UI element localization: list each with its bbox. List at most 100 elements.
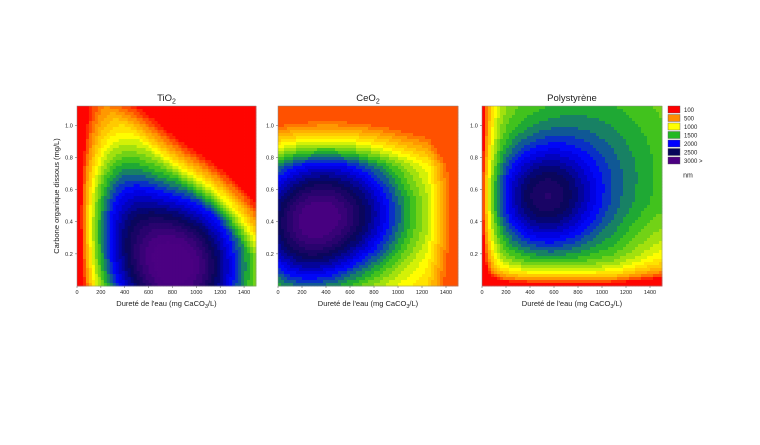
heatmap-cell (119, 250, 122, 253)
heatmap-cell (80, 265, 83, 268)
heatmap-cell (158, 217, 161, 220)
heatmap-cell (235, 121, 238, 124)
heatmap-cell (92, 214, 95, 217)
heatmap-cell (323, 253, 326, 256)
heatmap-cell (77, 109, 80, 112)
heatmap-cell (344, 139, 347, 142)
heatmap-cell (86, 208, 89, 211)
heatmap-cell (217, 214, 220, 217)
heatmap-cell (211, 193, 214, 196)
heatmap-cell (232, 166, 235, 169)
heatmap-cell (311, 274, 314, 277)
heatmap-cell (122, 187, 125, 190)
heatmap-cell (326, 277, 329, 280)
heatmap-cell (184, 205, 187, 208)
heatmap-cell (110, 175, 113, 178)
heatmap-cell (344, 151, 347, 154)
heatmap-cell (104, 226, 107, 229)
heatmap-cell (208, 163, 211, 166)
heatmap-cell (190, 232, 193, 235)
heatmap-cell (119, 181, 122, 184)
heatmap-cell (329, 187, 332, 190)
heatmap-cell (98, 178, 101, 181)
heatmap-cell (143, 259, 146, 262)
heatmap-cell (244, 214, 247, 217)
heatmap-cell (217, 136, 220, 139)
heatmap-cell (175, 265, 178, 268)
heatmap-cell (329, 130, 332, 133)
heatmap-cell (299, 253, 302, 256)
heatmap-cell (158, 163, 161, 166)
heatmap-cell (223, 196, 226, 199)
heatmap-cell (344, 172, 347, 175)
heatmap-cell (314, 148, 317, 151)
heatmap-cell (199, 106, 202, 109)
heatmap-cell (98, 115, 101, 118)
heatmap-cell (211, 184, 214, 187)
heatmap-cell (311, 181, 314, 184)
heatmap-cell (107, 151, 110, 154)
heatmap-cell (211, 178, 214, 181)
heatmap-cell (202, 211, 205, 214)
heatmap-cell (293, 217, 296, 220)
heatmap-cell (317, 124, 320, 127)
heatmap-cell (199, 268, 202, 271)
heatmap-cell (131, 274, 134, 277)
heatmap-cell (223, 244, 226, 247)
heatmap-cell (193, 214, 196, 217)
heatmap-cell (332, 256, 335, 259)
heatmap-cell (199, 166, 202, 169)
heatmap-cell (146, 127, 149, 130)
heatmap-cell (190, 253, 193, 256)
heatmap-cell (217, 277, 220, 280)
heatmap-cell (293, 223, 296, 226)
heatmap-cell (250, 109, 253, 112)
heatmap-cell (113, 274, 116, 277)
heatmap-cell (317, 235, 320, 238)
heatmap-cell (278, 262, 281, 265)
heatmap-cell (326, 145, 329, 148)
heatmap-cell (83, 205, 86, 208)
heatmap-cell (125, 187, 128, 190)
heatmap-cell (158, 229, 161, 232)
heatmap-cell (208, 265, 211, 268)
heatmap-cell (199, 208, 202, 211)
heatmap-cell (125, 196, 128, 199)
heatmap-cell (220, 106, 223, 109)
heatmap-cell (244, 157, 247, 160)
heatmap-cell (184, 274, 187, 277)
heatmap-cell (196, 202, 199, 205)
heatmap-cell (278, 175, 281, 178)
heatmap-cell (214, 262, 217, 265)
heatmap-cell (175, 277, 178, 280)
heatmap-cell (335, 181, 338, 184)
heatmap-cell (104, 223, 107, 226)
heatmap-cell (211, 112, 214, 115)
heatmap-cell (196, 259, 199, 262)
heatmap-cell (83, 214, 86, 217)
heatmap-cell (214, 115, 217, 118)
heatmap-cell (202, 235, 205, 238)
heatmap-cell (214, 205, 217, 208)
heatmap-cell (314, 181, 317, 184)
heatmap-cell (229, 175, 232, 178)
heatmap-cell (122, 241, 125, 244)
heatmap-cell (238, 259, 241, 262)
heatmap-cell (290, 262, 293, 265)
heatmap-cell (244, 247, 247, 250)
heatmap-cell (149, 175, 152, 178)
heatmap-cell (235, 199, 238, 202)
heatmap-cell (317, 202, 320, 205)
heatmap-cell (181, 229, 184, 232)
heatmap-cell (155, 238, 158, 241)
heatmap-cell (131, 184, 134, 187)
heatmap-cell (314, 265, 317, 268)
heatmap-cell (161, 193, 164, 196)
heatmap-cell (152, 244, 155, 247)
heatmap-cell (299, 196, 302, 199)
heatmap-cell (311, 127, 314, 130)
heatmap-cell (329, 181, 332, 184)
heatmap-cell (338, 265, 341, 268)
heatmap-cell (214, 259, 217, 262)
heatmap-cell (317, 265, 320, 268)
